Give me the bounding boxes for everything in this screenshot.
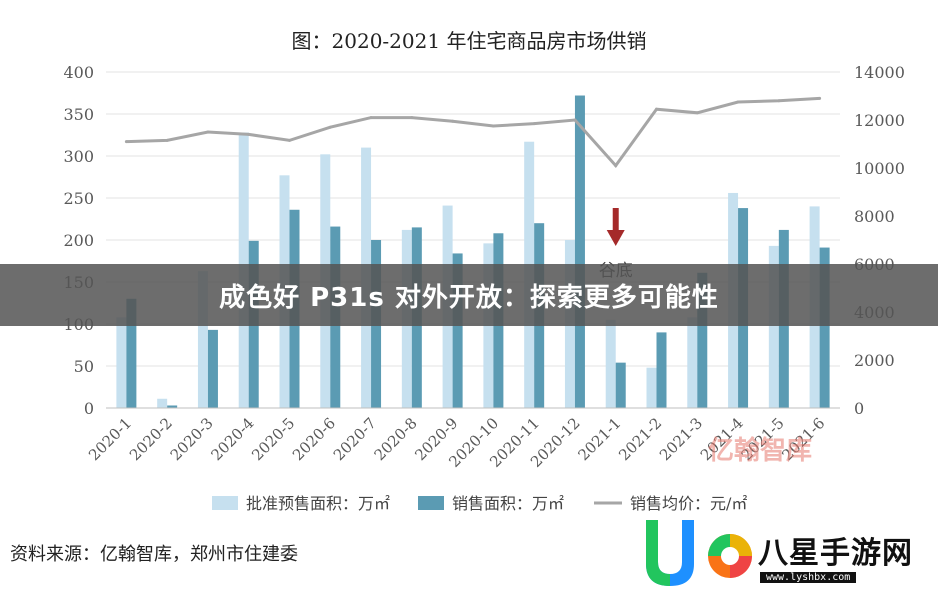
- bar-sales-area: [167, 405, 178, 408]
- price-point: [818, 96, 822, 100]
- y-left-tick-label: 300: [63, 147, 94, 166]
- y-left-tick-label: 200: [63, 231, 94, 250]
- bar-sales-area: [207, 329, 218, 408]
- y-left-tick-label: 350: [63, 105, 94, 124]
- bar-sales-area: [656, 332, 667, 408]
- site-watermark: 八星手游网: [758, 536, 913, 571]
- price-point: [491, 124, 495, 128]
- legend-label-approved: 批准预售面积：万㎡: [246, 494, 390, 513]
- price-point: [165, 138, 169, 142]
- y-left-tick-label: 50: [74, 357, 94, 376]
- bar-approved-presale-area: [157, 398, 168, 408]
- banner-text: 成色好 P31s 对外开放：探索更多可能性: [219, 282, 719, 313]
- y-left-tick-label: 250: [63, 189, 94, 208]
- legend-label-price: 销售均价：元/㎡: [630, 494, 747, 513]
- x-tick-label: 2020-2: [126, 414, 176, 464]
- price-point: [695, 111, 699, 115]
- x-tick-label: 2020-1: [85, 414, 135, 464]
- bar-approved-presale-area: [646, 367, 657, 408]
- y-right-tick-label: 0: [854, 399, 864, 418]
- y-right-tick-label: 14000: [854, 63, 905, 82]
- overlay-banner: 成色好 P31s 对外开放：探索更多可能性: [0, 264, 938, 326]
- legend-label-sales: 销售面积：万㎡: [452, 494, 564, 513]
- bar-sales-area: [697, 272, 708, 408]
- legend: 批准预售面积：万㎡ 销售面积：万㎡ 销售均价：元/㎡: [212, 494, 747, 513]
- x-tick-label: 2020-5: [248, 414, 298, 464]
- price-point: [451, 119, 455, 123]
- site-url: www.lyshbx.com: [760, 572, 857, 583]
- x-tick-label: 2020-7: [330, 414, 380, 464]
- chart-title: 图：2020-2021 年住宅商品房市场供销: [292, 29, 647, 53]
- price-point: [206, 130, 210, 134]
- price-point: [532, 122, 536, 126]
- y-right-tick-label: 10000: [854, 159, 905, 178]
- brand-watermark: 亿翰智库: [708, 436, 813, 466]
- bar-approved-presale-area: [197, 271, 208, 408]
- x-tick-label: 2020-4: [207, 414, 257, 464]
- price-point: [288, 138, 291, 142]
- x-tick-label: 2021-1: [574, 414, 624, 464]
- annotation-arrow-shaft: [612, 208, 619, 230]
- x-tick-label: 2021-2: [615, 414, 665, 464]
- price-point: [655, 107, 658, 111]
- legend-swatch-approved: [212, 496, 238, 510]
- bar-approved-presale-area: [116, 317, 127, 408]
- y-right-tick-label: 8000: [854, 207, 895, 226]
- price-line: [124, 96, 822, 168]
- price-point: [124, 140, 128, 144]
- price-point: [410, 116, 414, 120]
- price-point: [328, 125, 332, 129]
- price-point: [369, 116, 373, 120]
- price-point: [614, 164, 618, 168]
- bar-sales-area: [452, 253, 463, 408]
- bar-approved-presale-area: [687, 317, 698, 408]
- legend-swatch-sales: [418, 496, 444, 510]
- price-point: [573, 118, 577, 122]
- bar-sales-area: [615, 362, 626, 408]
- site-logo-icon: [646, 520, 752, 586]
- bar-approved-presale-area: [605, 319, 616, 408]
- bars: [116, 95, 830, 409]
- price-point: [736, 100, 740, 104]
- annotation-arrow-icon: [606, 230, 625, 246]
- price-point: [247, 132, 251, 136]
- y-right-tick-label: 2000: [854, 351, 895, 370]
- bar-sales-area: [126, 298, 137, 408]
- bar-sales-area: [574, 95, 585, 409]
- bar-sales-area: [819, 247, 830, 408]
- x-tick-label: 2020-3: [167, 414, 217, 464]
- y-right-tick-label: 12000: [854, 111, 905, 130]
- price-point: [777, 99, 781, 103]
- y-left-tick-label: 400: [63, 63, 94, 82]
- source-note: 资料来源：亿翰智库，郑州市住建委: [10, 544, 298, 565]
- x-tick-label: 2020-8: [371, 414, 421, 464]
- x-tick-label: 2020-6: [289, 414, 339, 464]
- y-left-tick-label: 0: [84, 399, 94, 418]
- price-line-path: [126, 96, 820, 168]
- x-tick-label: 2021-3: [656, 414, 706, 464]
- bar-approved-presale-area: [768, 245, 779, 408]
